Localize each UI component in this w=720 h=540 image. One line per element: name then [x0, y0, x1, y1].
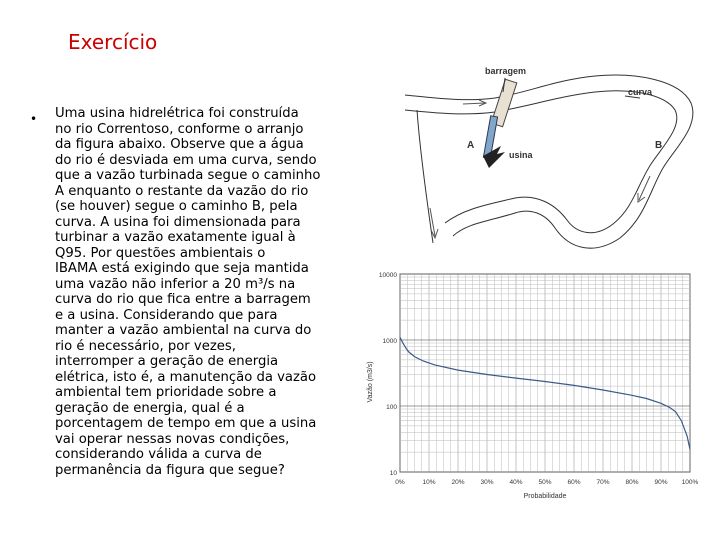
river-diagram: barragem curva A B usina: [404, 66, 694, 249]
text-line: turbinar a vazão exatamente igual à: [55, 230, 296, 245]
y-tick-labels: 10 100 1000 10000: [379, 272, 397, 477]
text-line: interromper a geração de energia: [55, 354, 279, 369]
x-tick-label: 60%: [567, 479, 580, 486]
x-tick-label: 30%: [480, 479, 493, 486]
x-tick-label: 20%: [451, 479, 464, 486]
text-line: IBAMA está exigindo que seja mantida: [55, 261, 309, 276]
text-line: porcentagem de tempo em que a usina: [55, 416, 317, 431]
text-line: vai operar nessas novas condições,: [55, 431, 290, 447]
text-line: (se houver) segue o caminho B, pela: [55, 199, 298, 214]
flow-duration-chart: 10 100 1000 10000 0% 10% 20% 30% 40% 50% 60% 70% 80…: [367, 272, 699, 500]
text-line: geração de energia, qual é a: [55, 400, 245, 416]
text-line: A enquanto o restante da vazão do rio: [55, 183, 309, 199]
flow-arrow-top-head: [478, 99, 488, 107]
bullet-marker: •: [30, 112, 38, 126]
label-barragem: barragem: [485, 66, 526, 76]
x-tick-label: 10%: [422, 479, 435, 486]
x-tick-label: 90%: [654, 479, 667, 486]
flow-arrow-left-head: [430, 228, 439, 240]
series-line: [399, 337, 691, 450]
y-tick-label: 10: [390, 470, 398, 477]
x-tick-label: 70%: [596, 479, 609, 486]
y-tick-label: 100: [386, 404, 397, 411]
label-path-a: A: [467, 140, 474, 151]
x-tick-label: 40%: [509, 479, 522, 486]
label-path-b: B: [655, 140, 662, 151]
x-axis-label: Probabilidade: [524, 493, 567, 500]
text-line: permanência da figura que segue?: [55, 462, 285, 478]
text-line: elétrica, isto é, a manutenção da vazão: [55, 369, 317, 385]
curva-pointer: [624, 95, 641, 99]
text-line: no rio Correntoso, conforme o arranjo: [55, 121, 304, 137]
text-line: que a vazão turbinada segue o caminho: [55, 168, 321, 183]
text-line: curva do rio que fica entre a barragem: [55, 292, 311, 307]
x-tick-labels: 0% 10% 20% 30% 40% 50% 60% 70% 80% 90% 100%: [395, 479, 698, 486]
label-usina: usina: [509, 150, 534, 160]
x-tick-label: 50%: [538, 479, 551, 486]
x-tick-label: 0%: [395, 479, 405, 486]
slide-title: Exercício: [68, 30, 158, 54]
x-tick-label: 80%: [625, 479, 638, 486]
flow-arrow-right: [638, 175, 651, 201]
river-left-bank: [416, 109, 434, 244]
text-line: curva. A usina foi dimensionada para: [55, 214, 301, 230]
x-tick-label: 100%: [682, 479, 699, 486]
text-line: da figura abaixo. Observe que a água: [55, 137, 304, 152]
flow-arrow-right-head: [637, 193, 646, 203]
powerhouse-icon: [483, 146, 505, 168]
exercise-text: Uma usina hidrelétrica foi construída no …: [55, 106, 355, 478]
flow-arrow-top: [462, 102, 486, 105]
chart-grid: [399, 273, 691, 473]
y-tick-label: 10000: [379, 272, 397, 279]
text-line: do rio é desviada em uma curva, sendo: [55, 152, 317, 168]
text-line: manter a vazão ambiental na curva do: [55, 323, 312, 338]
dam-structure: [490, 78, 518, 128]
flow-arrow-left: [429, 207, 436, 237]
y-tick-label: 1000: [383, 338, 398, 345]
label-curva: curva: [628, 87, 653, 97]
text-line: considerando válida a curva de: [55, 447, 262, 462]
y-axis-label: Vazão (m3/s): [367, 361, 374, 402]
river-bank-inner: [404, 90, 678, 234]
text-line: rio é necessário, por vezes,: [55, 338, 236, 354]
text-line: Uma usina hidrelétrica foi construída: [55, 106, 299, 121]
text-line: ambiental tem prioridade sobre a: [55, 385, 277, 400]
barragem-pointer: [502, 77, 506, 93]
text-line: Q95. Por questões ambientais o: [55, 245, 266, 261]
river-bank-outer: [404, 74, 694, 249]
text-line: e a usina. Considerando que para: [55, 307, 278, 323]
text-line: uma vazão não inferior a 20 m³/s na: [55, 276, 296, 292]
